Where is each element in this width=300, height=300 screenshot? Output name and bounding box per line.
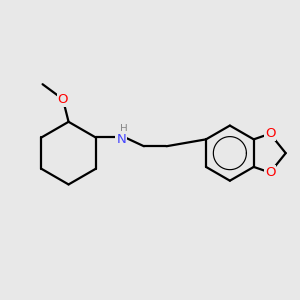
Text: H: H bbox=[120, 124, 128, 134]
Text: O: O bbox=[58, 93, 68, 106]
Text: O: O bbox=[265, 166, 275, 179]
Text: O: O bbox=[265, 127, 275, 140]
Text: N: N bbox=[116, 133, 126, 146]
